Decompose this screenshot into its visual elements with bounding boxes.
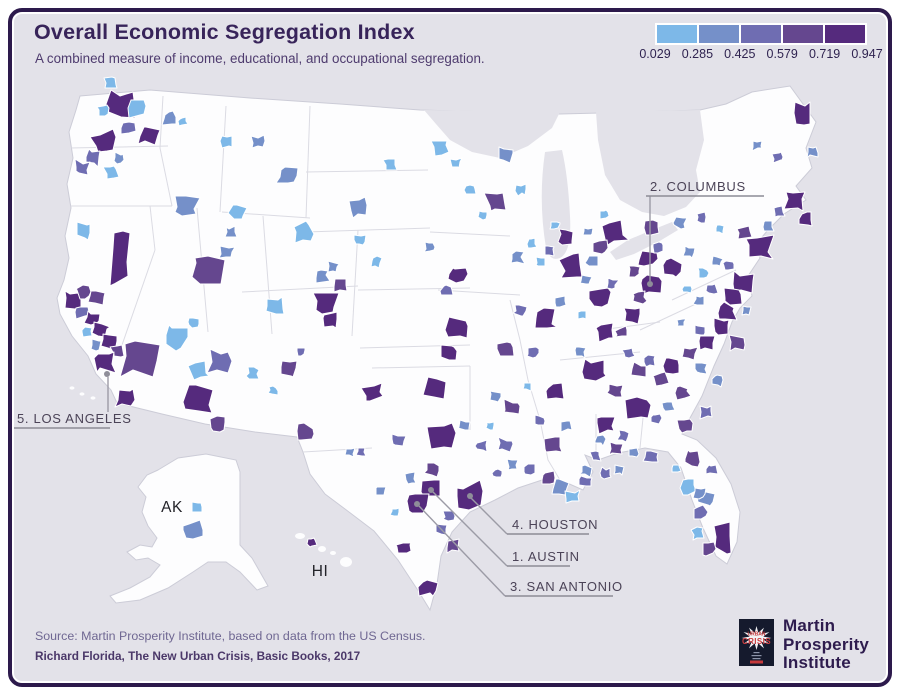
logo-line-1: Martin (783, 616, 836, 635)
legend-swatches (655, 23, 867, 45)
book-author-band (750, 660, 763, 664)
legend-swatch (657, 25, 697, 43)
page-subtitle: A combined measure of income, educationa… (35, 51, 485, 66)
poster-panel (8, 8, 892, 687)
legend-value: 0.719 (808, 47, 841, 61)
book-title-word-1: URBAN (747, 632, 765, 638)
book-text-line (752, 658, 761, 660)
logo-line-3: Institute (783, 653, 851, 672)
source-line: Source: Martin Prosperity Institute, bas… (35, 629, 426, 643)
book-text-line (751, 655, 762, 657)
legend-value: 0.285 (681, 47, 714, 61)
legend-value: 0.579 (766, 47, 798, 61)
book-starburst (741, 626, 772, 650)
citation-line: Richard Florida, The New Urban Crisis, B… (35, 649, 361, 663)
book-title-word-2: CRISIS (742, 637, 771, 646)
page-title: Overall Economic Segregation Index (34, 20, 415, 44)
legend-value: 0.425 (724, 47, 756, 61)
mpi-logo: Martin Prosperity Institute (783, 616, 870, 673)
book-cover: URBAN CRISIS (739, 619, 774, 666)
legend-swatch (741, 25, 781, 43)
legend-labels: 0.029 0.285 0.425 0.579 0.719 0.947 (639, 47, 882, 63)
legend: 0.029 0.285 0.425 0.579 0.719 0.947 (639, 23, 883, 63)
legend-swatch (783, 25, 823, 43)
book-text-line (753, 652, 760, 654)
legend-swatch (825, 25, 865, 43)
legend-value: 0.029 (639, 47, 671, 61)
legend-swatch (699, 25, 739, 43)
logo-line-2: Prosperity (783, 634, 870, 654)
legend-value: 0.947 (851, 47, 883, 61)
